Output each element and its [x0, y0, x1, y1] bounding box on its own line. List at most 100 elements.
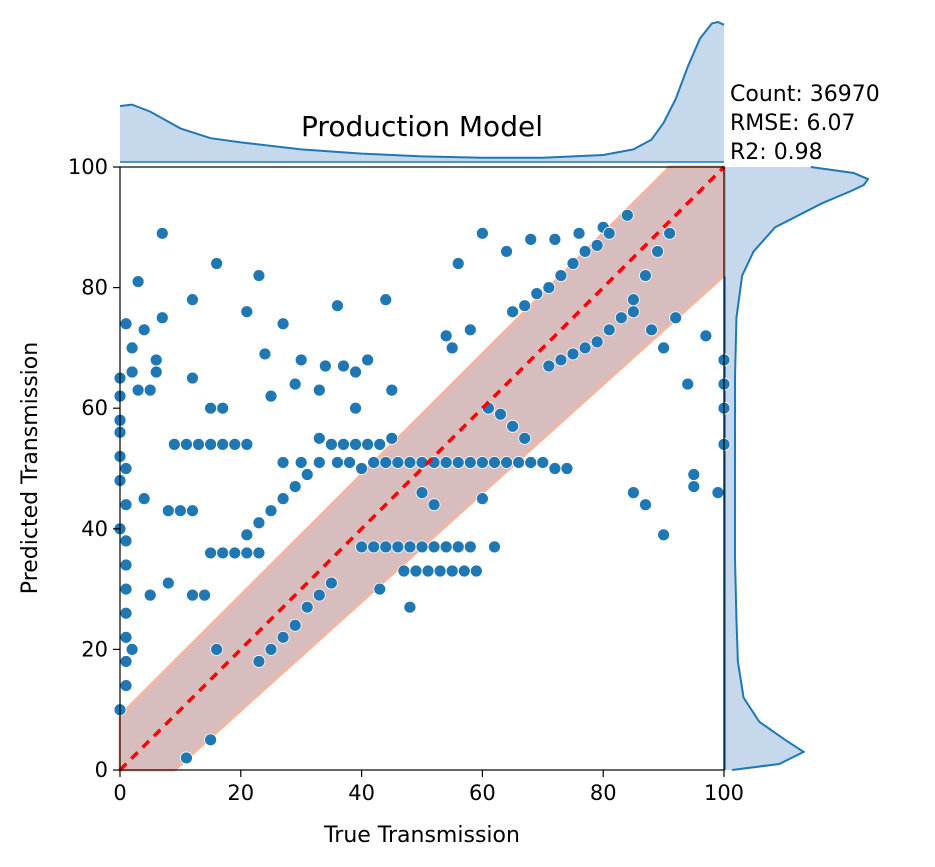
scatter-point: [602, 323, 616, 337]
scatter-point: [536, 456, 550, 469]
scatter-point: [457, 564, 471, 578]
scatter-point: [699, 329, 713, 343]
scatter-point: [627, 486, 640, 500]
scatter-point: [186, 293, 199, 307]
scatter-point: [614, 311, 628, 325]
scatter-point: [639, 269, 652, 282]
scatter-point: [475, 226, 489, 240]
scatter-point: [590, 335, 604, 349]
scatter-point: [300, 600, 314, 614]
scatter-point: [167, 437, 181, 451]
scatter-point: [415, 486, 429, 500]
scatter-point: [488, 540, 501, 554]
scatter-point: [554, 269, 568, 282]
scatter-point: [355, 540, 369, 554]
y-tick-label: 80: [81, 276, 108, 300]
scatter-point: [590, 238, 604, 252]
scatter-point: [312, 383, 326, 397]
x-tick-label: 80: [590, 781, 617, 805]
scatter-point: [192, 437, 205, 451]
scatter-point: [518, 431, 532, 445]
scatter-point: [409, 564, 423, 578]
scatter-point: [252, 546, 266, 560]
scatter-point: [173, 504, 187, 518]
identity-line: [118, 165, 726, 772]
scatter-point: [228, 546, 242, 560]
scatter-point: [620, 208, 634, 222]
scatter-point: [131, 383, 145, 397]
scatter-point: [119, 558, 133, 572]
scatter-point: [524, 232, 538, 246]
scatter-point: [349, 437, 362, 451]
y-tick-label: 0: [95, 758, 108, 782]
main-scatter-plot: 0 20 40 60 80 100 0 20 40 60 80 100: [68, 155, 744, 805]
scatter-point: [379, 540, 393, 554]
scatter-point: [475, 456, 489, 469]
scatter-point: [657, 528, 670, 542]
scatter-point: [210, 643, 224, 656]
marginal-y-curve: [732, 166, 870, 771]
scatter-point: [143, 383, 157, 397]
scatter-point: [687, 480, 701, 493]
x-tick-label: 20: [227, 781, 254, 805]
stats-r2: R2: 0.98: [730, 140, 823, 165]
scatter-point: [397, 564, 411, 578]
scatter-point: [494, 407, 507, 421]
scatter-point: [554, 353, 568, 367]
scatter-point: [216, 401, 230, 415]
scatter-point: [361, 437, 375, 451]
scatter-point: [639, 498, 652, 512]
scatter-point: [663, 226, 677, 240]
scatter-point: [149, 365, 163, 379]
scatter-point: [463, 323, 477, 337]
chart-title: Production Model: [301, 110, 543, 143]
marginal-x-curve: [119, 20, 725, 159]
scatter-point: [506, 419, 519, 433]
scatter-point: [125, 643, 139, 656]
scatter-point: [119, 317, 133, 331]
scatter-point: [240, 546, 254, 560]
scatter-point: [451, 456, 465, 469]
scatter-points: [113, 208, 731, 765]
scatter-point: [391, 456, 405, 469]
scatter-point: [421, 564, 435, 578]
scatter-point: [125, 365, 139, 379]
scatter-point: [711, 486, 725, 500]
scatter-point: [542, 359, 556, 373]
scatter-point: [137, 492, 151, 506]
scatter-point: [312, 588, 326, 602]
scatter-point: [155, 226, 169, 240]
scatter-point: [324, 437, 338, 451]
scatter-point: [180, 751, 193, 765]
scatter-point: [427, 498, 441, 512]
scatter-point: [548, 462, 562, 475]
scatter-point: [627, 305, 640, 319]
scatter-point: [433, 564, 447, 578]
scatter-point: [186, 588, 199, 602]
scatter-point: [469, 564, 483, 578]
scatter-point: [439, 329, 453, 343]
scatter-point: [651, 245, 664, 258]
scatter-point: [355, 462, 369, 475]
scatter-point: [578, 245, 592, 258]
scatter-point: [324, 576, 338, 590]
stats-rmse: RMSE: 6.07: [730, 111, 856, 136]
scatter-point: [276, 456, 290, 469]
scatter-point: [488, 456, 501, 469]
scatter-point: [445, 564, 459, 578]
scatter-point: [681, 377, 695, 391]
y-axis-ticks: 0 20 40 60 80 100: [68, 155, 120, 782]
scatter-point: [560, 462, 574, 475]
scatter-point: [155, 311, 169, 325]
scatter-point: [337, 437, 350, 451]
scatter-point: [264, 389, 278, 403]
scatter-point: [518, 299, 532, 313]
x-axis-ticks: 0 20 40 60 80 100: [113, 770, 744, 805]
scatter-point: [210, 257, 224, 270]
scatter-point: [578, 341, 592, 355]
marginal-y-kde: [724, 166, 870, 771]
marginal-x-kde: [119, 20, 725, 163]
scatter-point: [198, 588, 211, 602]
scatter-point: [403, 600, 417, 614]
scatter-point: [119, 606, 133, 620]
